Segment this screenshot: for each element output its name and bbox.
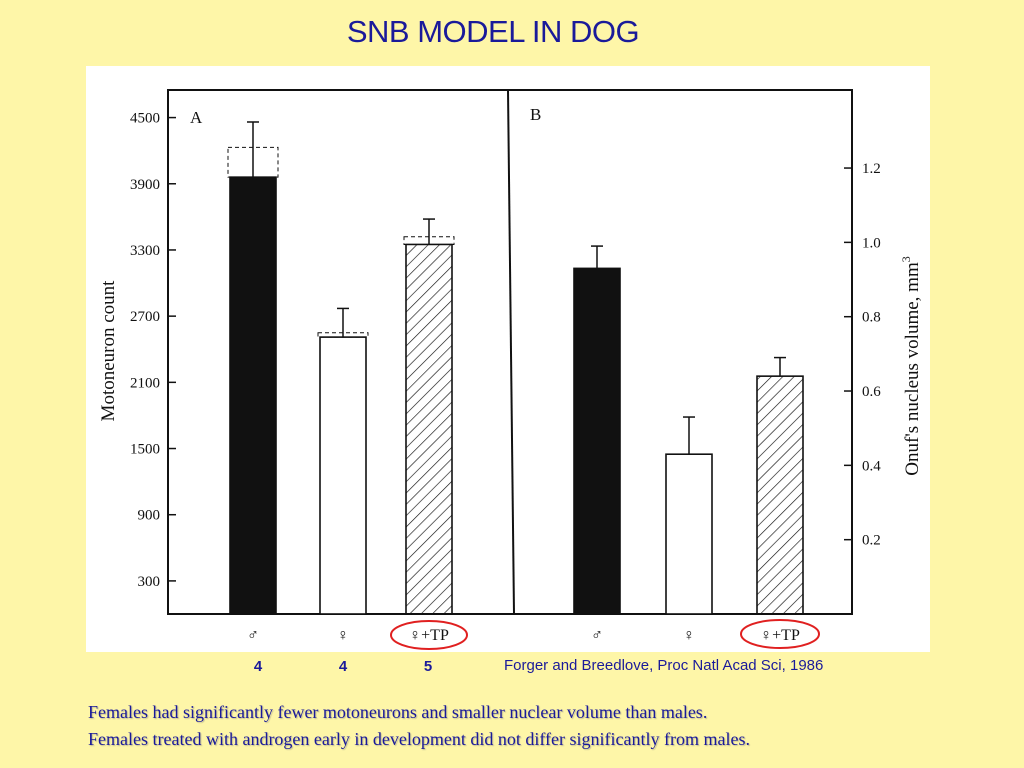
category-label: ♂ (591, 627, 603, 644)
sample-size-female: 4 (338, 658, 348, 675)
category-label: ♀ (337, 627, 349, 644)
left-y-tick-label: 900 (138, 508, 161, 524)
highlight-circle (740, 619, 820, 649)
right-y-tick-label: 0.6 (862, 384, 881, 400)
figure-panel: A B Motoneuron count Onuf's nucleus volu… (86, 66, 930, 652)
bar (319, 336, 367, 615)
caption-line-2: Females treated with androgen early in d… (88, 729, 750, 749)
right-y-tick-label: 0.8 (862, 310, 881, 326)
panel-a-bars (227, 121, 455, 615)
right-y-axis: 0.2 0.4 0.6 0.8 1.0 1.2 (844, 161, 881, 549)
y-axis-label-right-superscript: 3 (899, 256, 913, 262)
category-labels: ♂ ♀ ♀+TP ♂ ♀ ♀+TP (247, 627, 800, 644)
panel-a-label: A (190, 108, 203, 127)
y-axis-label-right-text: Onuf's nucleus volume, mm (902, 262, 923, 476)
sample-size-female-tp: 5 (423, 658, 433, 675)
y-axis-label-left: Motoneuron count (98, 280, 119, 422)
right-y-tick-label: 1.0 (862, 235, 881, 251)
panel-b-bars (573, 245, 804, 615)
sample-size-male: 4 (253, 658, 263, 675)
bar (573, 267, 621, 615)
right-y-tick-label: 1.2 (862, 161, 881, 177)
left-y-tick-label: 4500 (130, 111, 160, 127)
caption-line-1: Females had significantly fewer motoneur… (88, 702, 708, 722)
panel-divider (507, 89, 515, 615)
highlight-circle (390, 620, 468, 650)
panel-b-label: B (530, 105, 541, 124)
y-axis-label-right: Onuf's nucleus volume, mm3 (899, 256, 923, 475)
bar-chart-figure: A B Motoneuron count Onuf's nucleus volu… (98, 89, 923, 650)
right-y-tick-label: 0.2 (862, 533, 881, 549)
bar (756, 375, 804, 615)
left-y-tick-label: 1500 (130, 442, 160, 458)
category-label: ♀+TP (409, 627, 449, 644)
citation: Forger and Breedlove, Proc Natl Acad Sci… (504, 657, 824, 674)
right-y-tick-label: 0.4 (862, 458, 881, 474)
plot-frame (167, 89, 853, 615)
left-y-tick-label: 3900 (130, 177, 160, 193)
left-y-tick-label: 300 (138, 574, 161, 590)
category-label: ♂ (247, 627, 259, 644)
left-y-tick-label: 3300 (130, 243, 160, 259)
category-label: ♀+TP (760, 627, 800, 644)
bar (229, 176, 277, 615)
left-y-tick-label: 2100 (130, 375, 160, 391)
bar (405, 243, 453, 615)
bar (665, 453, 713, 615)
left-y-tick-label: 2700 (130, 309, 160, 325)
category-label: ♀ (683, 627, 695, 644)
slide-title: SNB MODEL IN DOG (346, 14, 640, 49)
left-y-axis: 300 900 1500 2100 2700 3300 3900 4500 (130, 111, 176, 590)
